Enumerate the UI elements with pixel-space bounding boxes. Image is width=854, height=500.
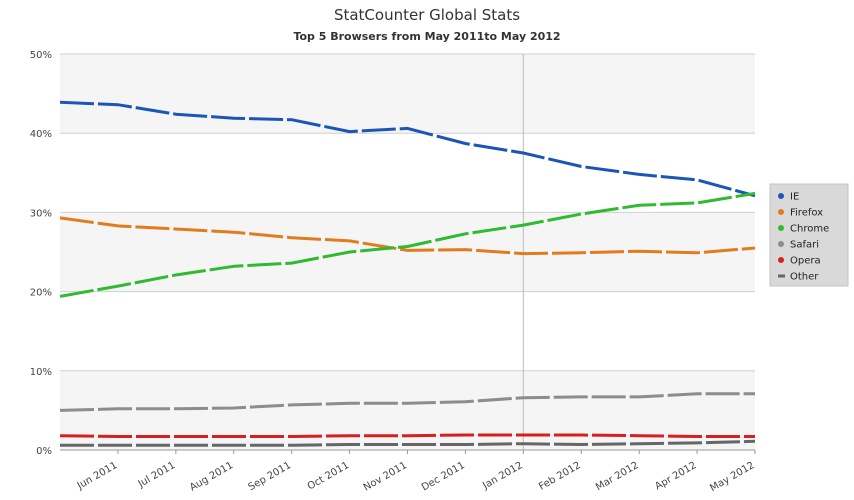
series-line-chrome[interactable] xyxy=(59,191,756,298)
y-tick-label: 50% xyxy=(30,50,52,61)
plot-band xyxy=(60,54,755,134)
series-line-opera[interactable] xyxy=(59,433,755,438)
x-tick-label: Sep 2011 xyxy=(247,460,294,493)
x-tick-label: Feb 2012 xyxy=(537,460,583,493)
x-tick-label: Jul 2011 xyxy=(136,460,178,490)
x-tick-label: May 2012 xyxy=(708,460,756,494)
legend-item-opera[interactable]: Opera xyxy=(790,256,821,267)
x-tick-label: Nov 2011 xyxy=(362,460,409,494)
chart-subtitle: Top 5 Browsers from May 2011to May 2012 xyxy=(293,30,560,43)
plot-bands xyxy=(60,54,755,450)
legend-marker-safari xyxy=(778,241,784,247)
y-tick-label: 30% xyxy=(30,208,52,219)
legend-item-firefox[interactable]: Firefox xyxy=(790,208,823,219)
legend-item-other[interactable]: Other xyxy=(790,272,819,283)
legend-marker-opera xyxy=(778,257,784,263)
x-tick-label: Mar 2012 xyxy=(594,460,641,493)
legend-marker-chrome xyxy=(778,225,784,231)
x-tick-label: Jan 2012 xyxy=(480,460,525,492)
series-line-ie[interactable] xyxy=(59,100,756,198)
series-lines xyxy=(59,100,756,447)
y-tick-label: 0% xyxy=(36,446,52,457)
legend-item-chrome[interactable]: Chrome xyxy=(790,224,829,235)
plot-band xyxy=(60,370,755,450)
y-tick-label: 10% xyxy=(30,367,52,378)
legend-marker-firefox xyxy=(778,209,784,215)
y-axis: 0% 10% 20% 30% 40% 50% xyxy=(30,50,52,457)
legend-item-safari[interactable]: Safari xyxy=(790,240,819,251)
x-tick-label: Dec 2011 xyxy=(420,460,467,494)
plot-band xyxy=(60,133,755,213)
legend-item-ie[interactable]: IE xyxy=(790,192,799,203)
x-tick-label: Aug 2011 xyxy=(188,460,235,494)
legend-marker-ie xyxy=(778,193,784,199)
series-line-firefox[interactable] xyxy=(59,216,756,256)
legend-marker-other xyxy=(778,274,785,278)
chart-title: StatCounter Global Stats xyxy=(334,6,520,24)
y-tick-label: 40% xyxy=(30,129,52,140)
x-axis: Jun 2011 Jul 2011 Aug 2011 Sep 2011 Oct 2011… xyxy=(75,450,757,494)
plot-band xyxy=(60,291,755,371)
x-tick-label: Oct 2011 xyxy=(306,460,351,492)
x-tick-label: Jun 2011 xyxy=(75,460,120,492)
series-line-safari[interactable] xyxy=(59,392,755,412)
x-tick-label: Apr 2012 xyxy=(653,460,698,492)
legend: IE Firefox Chrome Safari Opera Other xyxy=(769,183,849,287)
series-line-other[interactable] xyxy=(60,439,756,447)
legend-box xyxy=(769,183,849,287)
y-tick-label: 20% xyxy=(30,288,52,299)
